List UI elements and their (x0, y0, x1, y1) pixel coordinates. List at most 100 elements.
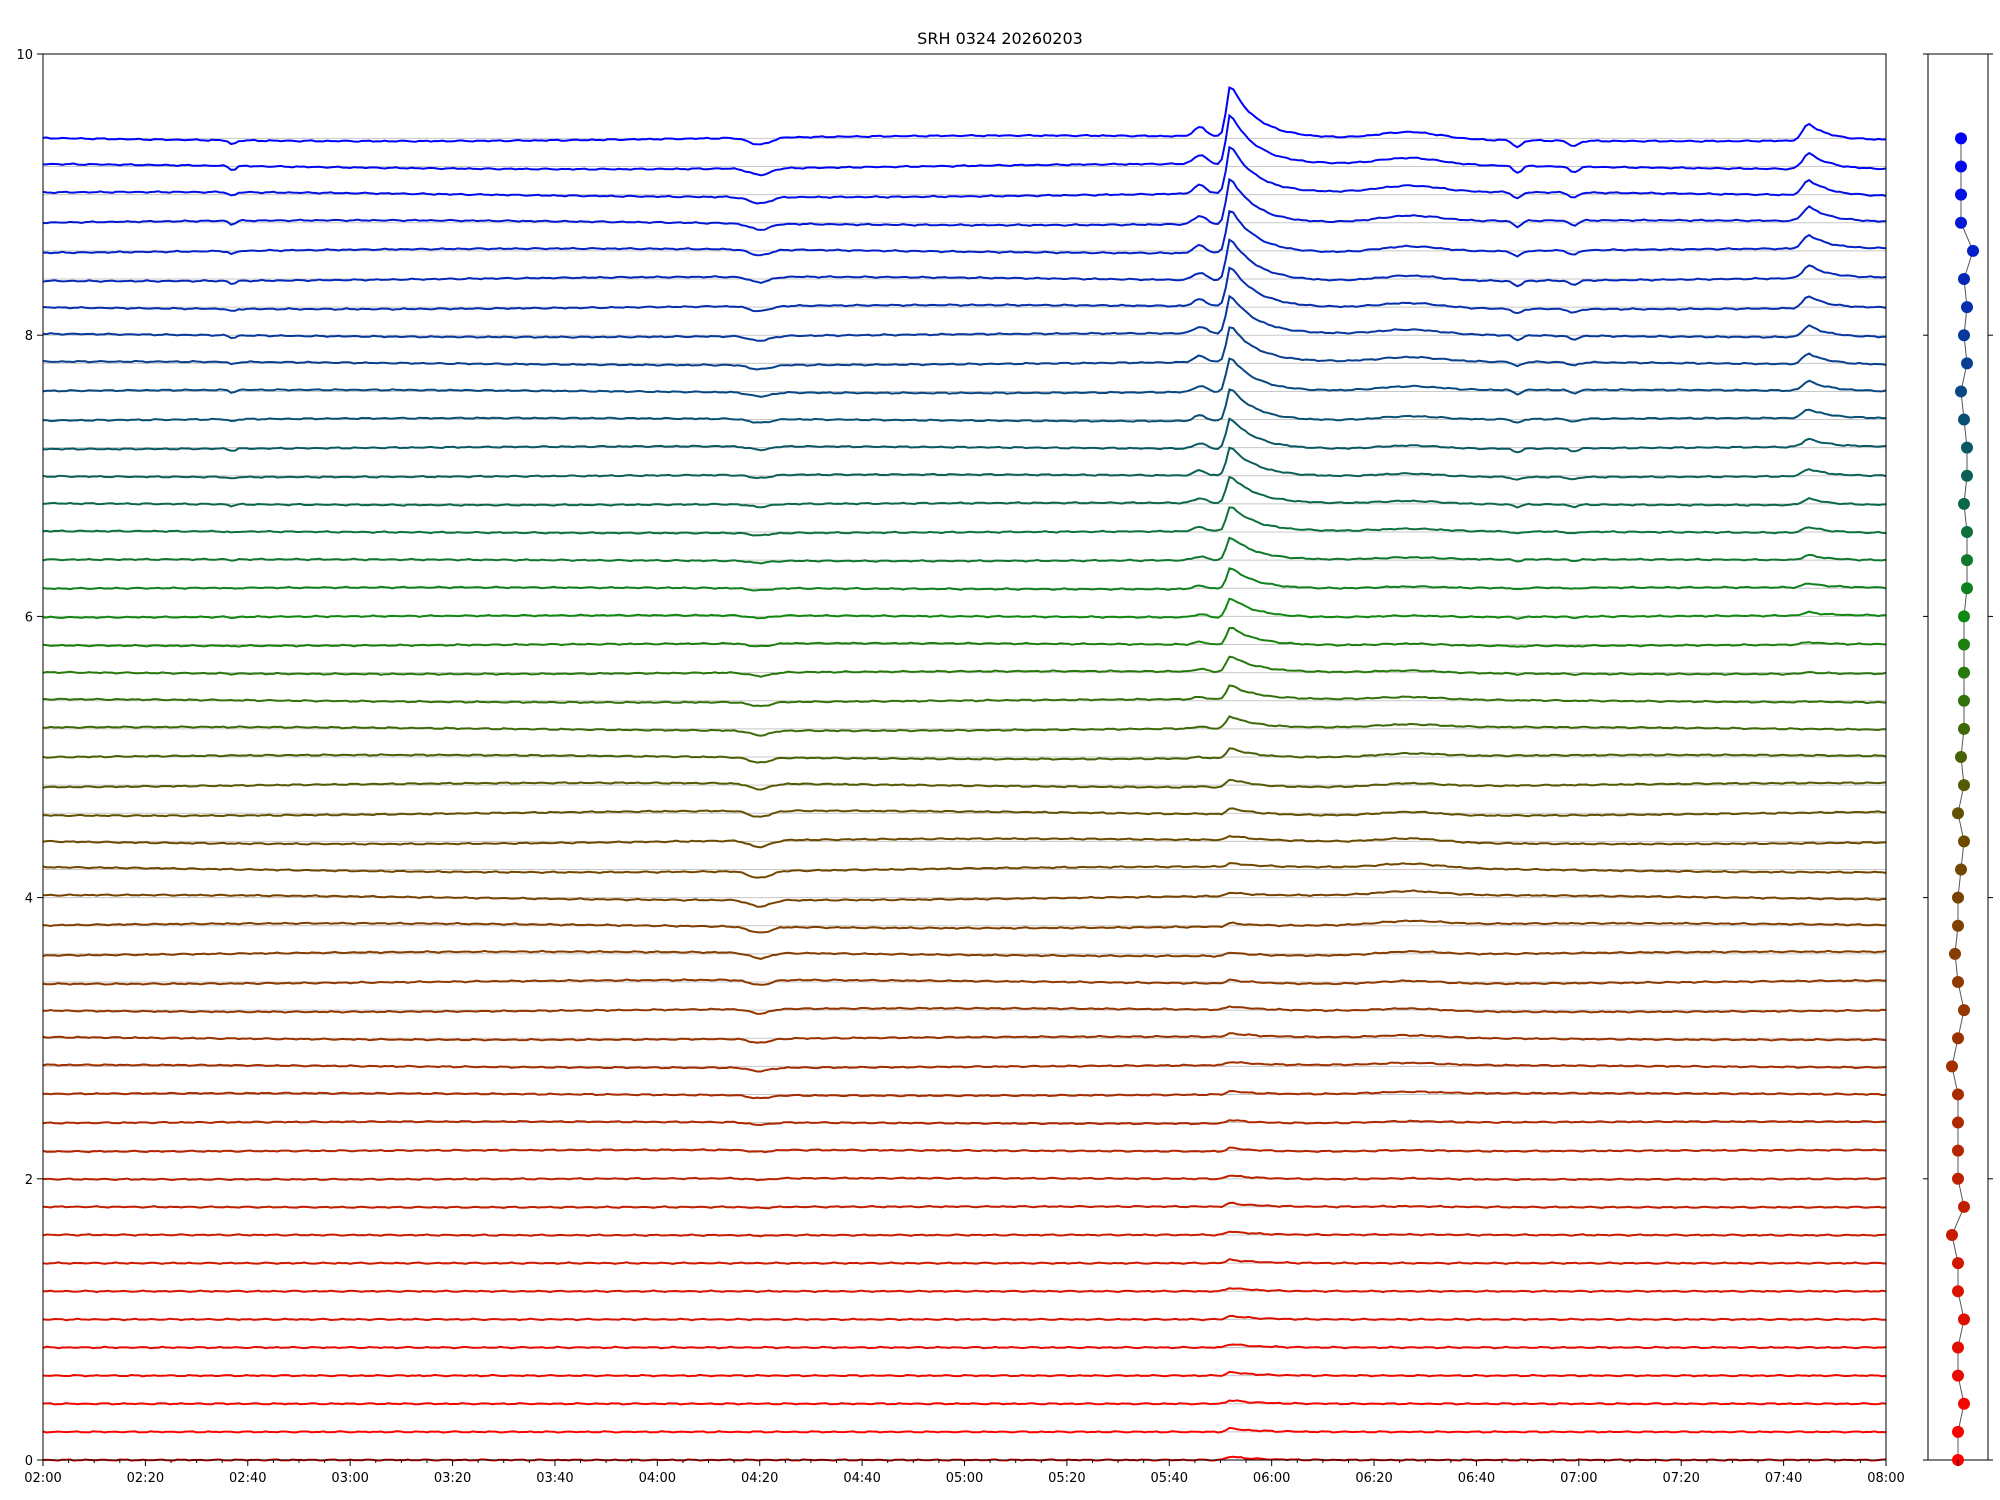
side-point-21 (1955, 863, 1967, 876)
x-tick-label: 07:40 (1765, 1471, 1802, 1486)
series-line-22 (42, 835, 1887, 849)
x-tick-label: 02:40 (229, 1471, 266, 1486)
series-line-35 (42, 446, 1887, 481)
side-point-42 (1958, 272, 1970, 285)
series-line-33 (42, 506, 1887, 537)
side-point-10 (1952, 1172, 1964, 1185)
series-line-36 (42, 417, 1887, 454)
side-point-47 (1955, 132, 1967, 145)
x-tick-label: 04:40 (843, 1471, 880, 1486)
side-point-46 (1955, 160, 1967, 173)
series-line-32 (42, 536, 1887, 565)
series-line-5 (42, 1314, 1886, 1322)
side-point-23 (1952, 807, 1964, 820)
side-point-28 (1958, 666, 1970, 679)
y-tick-label: 10 (16, 48, 33, 63)
side-point-2 (1958, 1397, 1970, 1410)
x-tick-label: 06:40 (1458, 1471, 1495, 1486)
series-line-16 (43, 1005, 1887, 1015)
series-line-47 (42, 86, 1887, 149)
series-line-9 (42, 1201, 1887, 1210)
series-line-25 (42, 747, 1887, 764)
x-tick-label: 03:40 (536, 1471, 573, 1486)
series-line-1 (42, 1426, 1887, 1434)
series-line-30 (42, 597, 1886, 620)
x-tick-label: 04:20 (741, 1471, 778, 1486)
x-tick-label: 07:20 (1662, 1471, 1699, 1486)
side-point-43 (1967, 244, 1979, 257)
side-point-5 (1958, 1313, 1970, 1326)
series-line-42 (42, 238, 1887, 288)
series-line-8 (42, 1230, 1887, 1238)
series-line-43 (42, 209, 1887, 258)
side-point-39 (1961, 357, 1973, 370)
series-line-40 (42, 294, 1887, 342)
series-line-14 (42, 1061, 1887, 1073)
series-line-45 (42, 145, 1887, 205)
y-tick-label: 2 (25, 1173, 33, 1188)
series-line-18 (42, 949, 1887, 960)
series-line-12 (42, 1119, 1886, 1127)
side-point-15 (1952, 1032, 1964, 1045)
side-point-24 (1958, 779, 1970, 792)
side-point-12 (1952, 1116, 1964, 1129)
side-point-37 (1958, 413, 1970, 426)
series-line-44 (42, 177, 1887, 231)
side-point-19 (1952, 919, 1964, 932)
y-tick-label: 6 (25, 610, 33, 625)
side-point-13 (1952, 1088, 1964, 1101)
side-point-36 (1961, 441, 1973, 454)
series-line-41 (42, 266, 1887, 315)
series-line-11 (42, 1146, 1887, 1154)
x-tick-label: 05:00 (946, 1471, 983, 1486)
side-plot-area (1923, 53, 1993, 1466)
series-line-28 (42, 655, 1887, 678)
side-point-22 (1958, 835, 1970, 848)
side-point-27 (1958, 694, 1970, 707)
series-line-39 (42, 326, 1887, 371)
series-line-21 (42, 862, 1887, 879)
main-plot-area: 02:00 02:20 02:40 03:00 03:20 03:40 04:00 04:20… (16, 48, 1904, 1486)
x-tick-label: 03:20 (434, 1471, 471, 1486)
series-line-31 (42, 567, 1887, 592)
x-tick-label: 05:40 (1151, 1471, 1188, 1486)
x-tick-label: 07:00 (1560, 1471, 1597, 1486)
side-point-18 (1949, 947, 1961, 960)
series-line-3 (42, 1370, 1887, 1378)
series-line-15 (42, 1032, 1887, 1044)
side-point-16 (1958, 1004, 1970, 1017)
x-tick-label: 06:20 (1355, 1471, 1392, 1486)
series-line-13 (42, 1089, 1887, 1100)
side-point-33 (1961, 526, 1973, 539)
side-point-25 (1955, 751, 1967, 763)
side-point-17 (1952, 975, 1964, 988)
series-line-6 (42, 1287, 1887, 1294)
series-line-17 (42, 978, 1887, 986)
side-point-9 (1958, 1200, 1970, 1213)
series-line-46 (43, 113, 1887, 177)
side-point-41 (1961, 301, 1973, 314)
side-point-30 (1958, 610, 1970, 623)
x-tick-label: 05:20 (1048, 1471, 1085, 1486)
chart-title: SRH 0324 20260203 (917, 29, 1083, 48)
series-line-26 (42, 715, 1887, 737)
side-point-45 (1955, 188, 1967, 201)
y-tick-label: 8 (25, 329, 33, 344)
x-tick-label: 08:00 (1867, 1471, 1904, 1486)
y-tick-label: 0 (25, 1454, 33, 1469)
series-line-23 (42, 807, 1887, 818)
side-point-11 (1952, 1144, 1964, 1157)
y-tick-label: 4 (25, 892, 33, 907)
side-point-29 (1958, 638, 1970, 651)
side-point-26 (1958, 722, 1970, 735)
side-point-35 (1961, 469, 1973, 482)
series-line-19 (42, 919, 1887, 934)
series-line-37 (43, 388, 1886, 424)
series-line-7 (42, 1258, 1887, 1266)
series-line-34 (42, 475, 1887, 509)
side-point-14 (1946, 1060, 1958, 1073)
series-line-24 (42, 778, 1887, 791)
series-line-20 (42, 889, 1886, 908)
series-line-27 (42, 684, 1887, 708)
